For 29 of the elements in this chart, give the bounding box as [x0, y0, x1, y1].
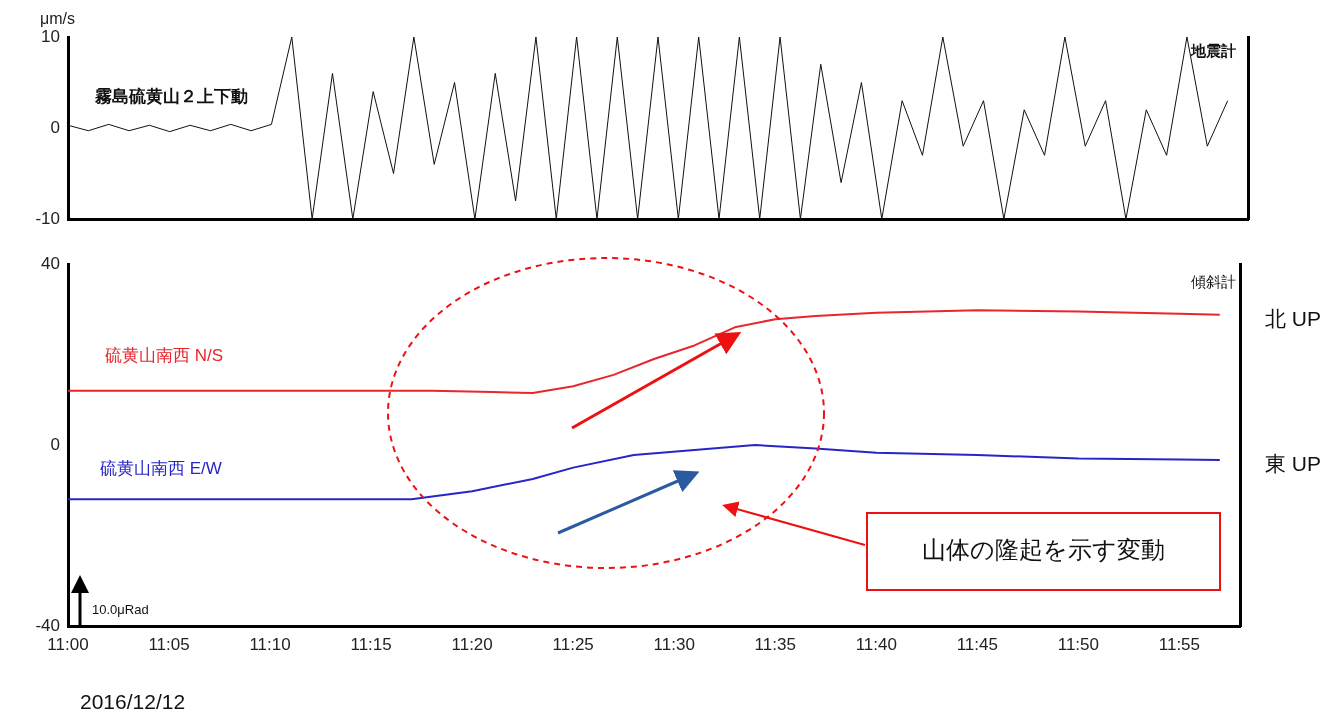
series-label: 霧島硫黄山２上下動	[94, 86, 248, 106]
y-axis-title: μm/s	[40, 10, 75, 28]
x-tick-label: 11:45	[956, 634, 998, 654]
x-tick-label: 11:25	[552, 634, 594, 654]
x-tick-label: 11:55	[1158, 634, 1201, 654]
x-tick-label: 11:35	[754, 634, 796, 654]
text: 北 UP	[1265, 306, 1322, 330]
y-tick-label: -10	[35, 208, 60, 228]
annotation: 地震計	[1190, 42, 1236, 60]
y-tick-label: 40	[41, 253, 60, 273]
x-tick-label: 11:00	[47, 634, 89, 654]
y-tick-label: 10	[41, 26, 60, 46]
text: 東 UP	[1265, 451, 1322, 475]
series-label: 硫黄山南西 E/W	[100, 458, 222, 478]
series-label: 硫黄山南西 N/S	[105, 345, 224, 365]
x-tick-label: 11:10	[249, 634, 291, 654]
x-tick-label: 11:40	[855, 634, 897, 654]
annotation: 山体の隆起を示す変動	[921, 535, 1165, 563]
x-tick-label: 11:05	[148, 634, 190, 654]
y-tick-label: 0	[50, 434, 60, 454]
x-tick-label: 11:20	[451, 634, 493, 654]
text: 2016/12/12	[80, 689, 186, 713]
y-tick-label: -40	[35, 615, 60, 635]
annotation: 傾斜計	[1191, 273, 1236, 291]
x-tick-label: 11:50	[1057, 634, 1099, 654]
annotation: 10.0μRad	[92, 601, 149, 617]
y-tick-label: 0	[50, 117, 60, 137]
x-tick-label: 11:30	[653, 634, 695, 654]
x-tick-label: 11:15	[350, 634, 392, 654]
